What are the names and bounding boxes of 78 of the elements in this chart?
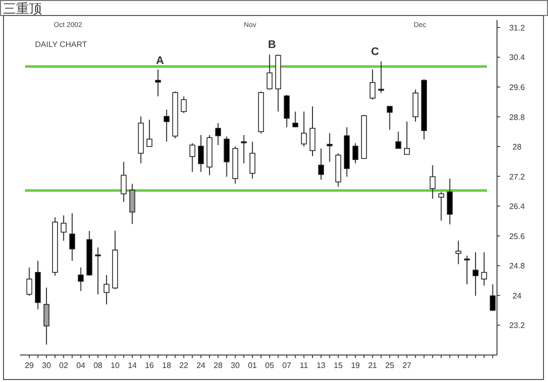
x-tick-label: 13: [316, 361, 326, 370]
y-tick-label: 24: [512, 291, 522, 300]
y-tick-label: 30.4: [509, 53, 526, 62]
x-tick-label: 21: [368, 361, 378, 370]
x-tick-label: 22: [179, 361, 189, 370]
candlestick: [378, 60, 384, 94]
candlestick: [104, 274, 110, 305]
candlestick: [164, 109, 170, 142]
x-tick-label: 02: [59, 361, 69, 370]
x-tick-label: 07: [282, 361, 292, 370]
candlestick: [146, 119, 152, 148]
x-tick-label: 30: [42, 361, 52, 370]
x-tick-label: 27: [402, 361, 412, 370]
candlestick: [352, 142, 358, 164]
candlestick: [455, 240, 462, 265]
candlestick: [155, 69, 161, 97]
candlestick: [412, 89, 418, 122]
candlestick: [215, 122, 221, 146]
x-tick-label: 04: [76, 361, 86, 370]
candlestick: [284, 94, 290, 128]
candlestick: [301, 111, 307, 148]
candlestick: [292, 111, 298, 128]
candlestick: [78, 267, 84, 292]
candlestick: [430, 164, 436, 200]
candlestick: [464, 255, 470, 285]
y-tick-label: 28.8: [509, 112, 526, 122]
x-tick-label: 18: [162, 361, 172, 370]
x-tick-label: 10: [110, 361, 120, 370]
x-tick-label: 05: [265, 361, 275, 370]
y-tick-label: 24.8: [509, 262, 526, 271]
y-tick-label: 25.6: [509, 232, 526, 241]
candlestick: [26, 267, 32, 296]
x-tick-label: 30: [230, 361, 240, 370]
candlestick: [198, 134, 204, 172]
x-tick-label: 01: [248, 361, 258, 370]
x-tick-label: 19: [350, 361, 360, 370]
candlestick: [224, 136, 230, 178]
candlestick: [250, 141, 256, 180]
y-tick-label: 29.6: [509, 83, 526, 92]
y-tick-label: 26.4: [509, 202, 526, 212]
candlestick: [318, 148, 324, 180]
candlestick: [95, 246, 101, 295]
x-tick-label: 14: [128, 361, 138, 370]
candlestick: [180, 96, 187, 114]
x-tick-label: 29: [24, 361, 34, 370]
candlestick: [472, 252, 478, 296]
candlestick: [438, 191, 444, 222]
x-tick-label: 25: [385, 361, 395, 370]
candlestick: [404, 121, 410, 155]
text: DAILY CHART: [35, 40, 88, 49]
x-tick-label: 28: [214, 361, 224, 370]
candlestick: [310, 106, 316, 157]
candlestick: [69, 212, 76, 262]
candlestick: [395, 131, 402, 149]
y-tick-label: 23.2: [509, 321, 526, 330]
chart-title: 三重顶: [3, 1, 42, 16]
x-tick-label: 11: [300, 361, 309, 370]
annotation: A: [156, 55, 164, 67]
y-tick-label: 27.2: [509, 172, 526, 182]
x-tick-label: 15: [334, 361, 344, 370]
x-tick-label: 24: [196, 361, 206, 370]
candlestick: [129, 183, 136, 224]
annotation: C: [371, 46, 380, 58]
candlestick: [60, 214, 67, 242]
candlestick: [481, 252, 488, 286]
candlestick: [189, 142, 196, 172]
candlestick: [44, 287, 50, 346]
y-tick-label: 28: [512, 142, 522, 152]
candlestick: [370, 69, 376, 100]
candlestick: [386, 106, 393, 130]
candlestick: [120, 161, 127, 203]
candlestick: [490, 284, 496, 312]
candlestick: [446, 178, 453, 225]
annotation: B: [268, 39, 276, 51]
candlestick: [266, 54, 272, 90]
y-tick-label: 31.2: [509, 23, 526, 32]
x-tick-label: 16: [144, 361, 154, 370]
x-tick-label: 08: [93, 361, 103, 370]
